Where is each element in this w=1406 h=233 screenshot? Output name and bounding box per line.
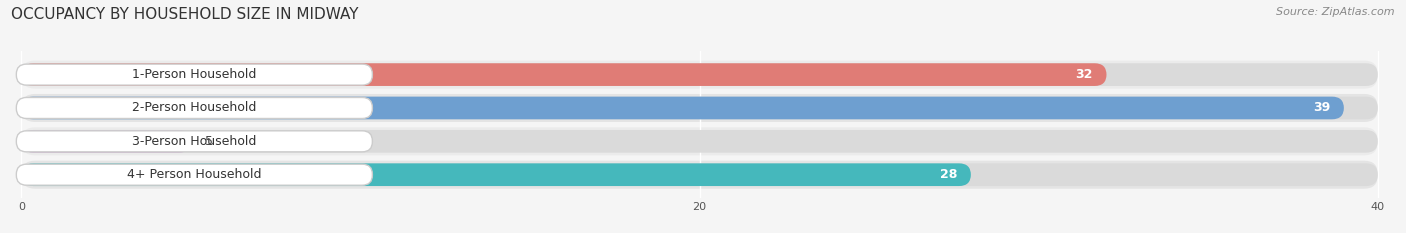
Text: 39: 39 (1313, 102, 1330, 114)
FancyBboxPatch shape (21, 161, 1378, 189)
Text: 4+ Person Household: 4+ Person Household (127, 168, 262, 181)
FancyBboxPatch shape (21, 61, 1378, 89)
Text: 32: 32 (1076, 68, 1092, 81)
FancyBboxPatch shape (21, 163, 1378, 186)
FancyBboxPatch shape (21, 130, 1378, 153)
Text: 3-Person Household: 3-Person Household (132, 135, 256, 148)
FancyBboxPatch shape (17, 64, 373, 85)
FancyBboxPatch shape (21, 163, 972, 186)
FancyBboxPatch shape (21, 97, 1378, 119)
Text: 1-Person Household: 1-Person Household (132, 68, 256, 81)
Text: Source: ZipAtlas.com: Source: ZipAtlas.com (1277, 7, 1395, 17)
Text: 5: 5 (204, 135, 212, 148)
Text: 28: 28 (941, 168, 957, 181)
FancyBboxPatch shape (21, 130, 191, 153)
FancyBboxPatch shape (21, 94, 1378, 122)
FancyBboxPatch shape (21, 63, 1107, 86)
FancyBboxPatch shape (17, 97, 373, 119)
FancyBboxPatch shape (21, 97, 1344, 119)
Text: OCCUPANCY BY HOUSEHOLD SIZE IN MIDWAY: OCCUPANCY BY HOUSEHOLD SIZE IN MIDWAY (11, 7, 359, 22)
FancyBboxPatch shape (21, 63, 1378, 86)
Text: 2-Person Household: 2-Person Household (132, 102, 256, 114)
FancyBboxPatch shape (17, 131, 373, 152)
FancyBboxPatch shape (21, 127, 1378, 155)
FancyBboxPatch shape (17, 164, 373, 185)
